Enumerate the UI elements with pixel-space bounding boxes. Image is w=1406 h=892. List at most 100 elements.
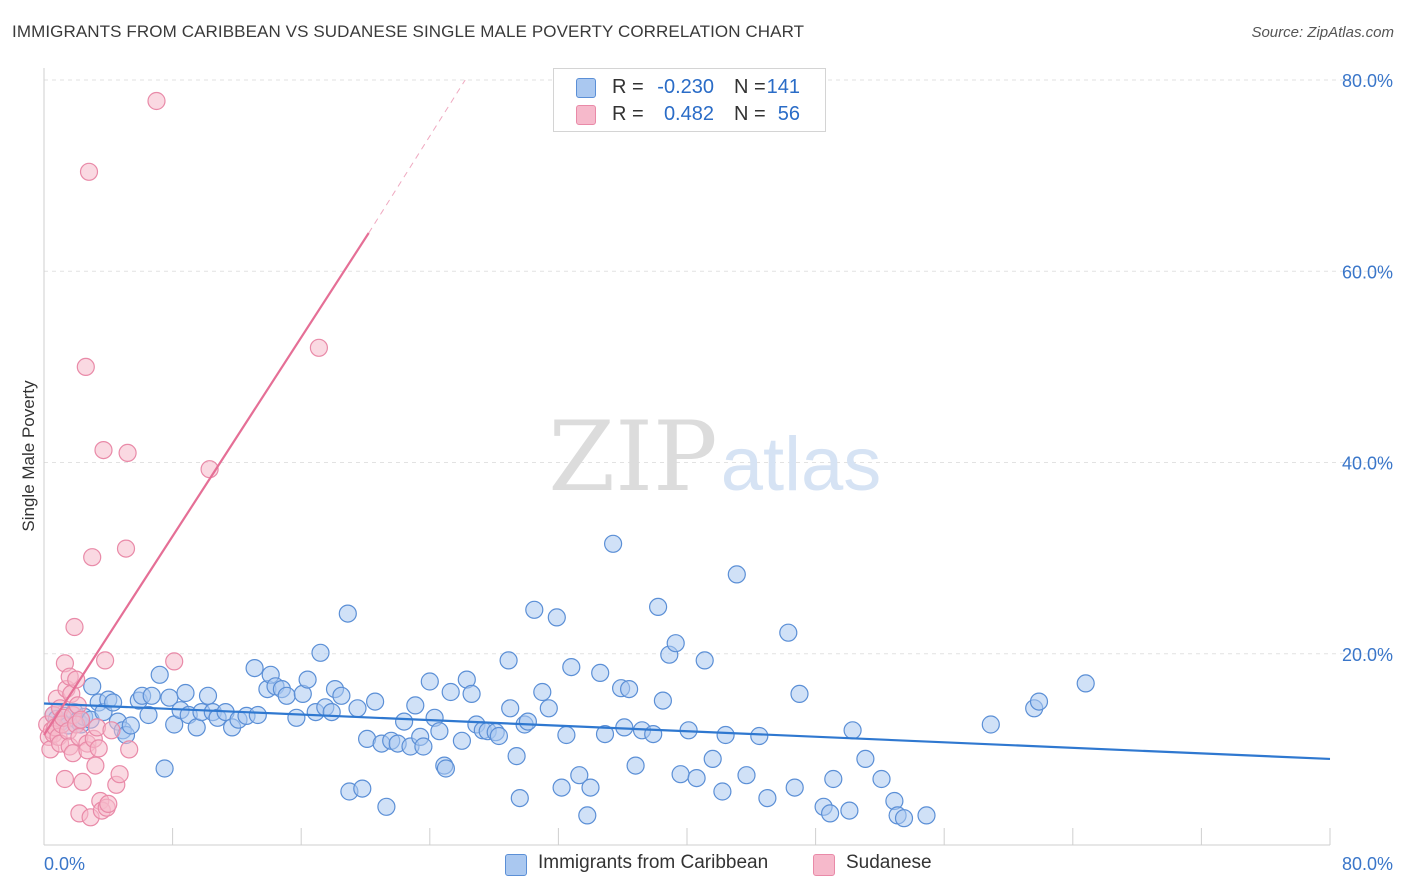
y-tick-label: 20.0% bbox=[1342, 645, 1393, 665]
point-sudanese bbox=[67, 670, 86, 689]
point-caribbean bbox=[790, 684, 809, 704]
point-caribbean bbox=[150, 665, 169, 684]
point-sudanese bbox=[94, 441, 113, 460]
watermark-zip: ZIP bbox=[548, 401, 717, 513]
point-caribbean bbox=[1029, 692, 1049, 711]
n-value: 141 bbox=[766, 76, 800, 98]
point-caribbean bbox=[245, 658, 264, 678]
point-caribbean bbox=[452, 731, 471, 750]
n-label: N = bbox=[734, 103, 766, 125]
point-caribbean bbox=[420, 672, 439, 691]
point-caribbean bbox=[703, 749, 722, 769]
point-caribbean bbox=[737, 766, 756, 785]
point-sudanese bbox=[102, 721, 121, 740]
point-caribbean bbox=[499, 651, 518, 670]
r-label: R = bbox=[612, 103, 644, 125]
point-caribbean bbox=[750, 726, 769, 746]
point-caribbean bbox=[758, 788, 777, 808]
point-caribbean bbox=[198, 686, 218, 705]
point-caribbean bbox=[570, 766, 589, 785]
point-sudanese bbox=[118, 443, 137, 462]
point-caribbean bbox=[377, 797, 396, 816]
point-sudanese bbox=[309, 338, 328, 357]
point-caribbean bbox=[501, 699, 520, 718]
point-caribbean bbox=[820, 804, 840, 823]
point-caribbean bbox=[779, 623, 798, 642]
point-caribbean bbox=[619, 679, 639, 699]
source-credit: Source: ZipAtlas.com bbox=[1251, 24, 1394, 41]
point-sudanese bbox=[89, 739, 108, 758]
legend-swatch-pink bbox=[813, 854, 835, 876]
point-caribbean bbox=[338, 604, 357, 623]
stats-legend: R = -0.230 N = 141 R = 0.482 N = 56 bbox=[553, 68, 826, 132]
point-caribbean bbox=[525, 600, 544, 619]
point-caribbean bbox=[716, 725, 735, 745]
point-sudanese bbox=[99, 794, 118, 814]
point-sudanese bbox=[79, 162, 99, 181]
point-sudanese bbox=[116, 539, 136, 558]
x-tick-label: 80.0% bbox=[1342, 854, 1393, 874]
point-caribbean bbox=[603, 534, 623, 553]
point-caribbean bbox=[872, 769, 891, 789]
point-caribbean bbox=[713, 782, 732, 801]
point-caribbean bbox=[1076, 674, 1095, 693]
point-caribbean bbox=[395, 712, 414, 731]
stats-row-caribbean: R = -0.230 N = 141 bbox=[554, 73, 825, 101]
point-caribbean bbox=[353, 779, 372, 798]
point-caribbean bbox=[840, 801, 859, 820]
legend-label: Immigrants from Caribbean bbox=[538, 852, 769, 873]
legend-label: Sudanese bbox=[846, 852, 932, 873]
point-sudanese bbox=[76, 357, 95, 376]
point-caribbean bbox=[981, 715, 1000, 734]
point-caribbean bbox=[332, 686, 351, 705]
point-caribbean bbox=[552, 778, 571, 797]
y-tick-label: 40.0% bbox=[1342, 454, 1393, 474]
point-caribbean bbox=[644, 724, 663, 744]
point-sudanese bbox=[86, 756, 105, 775]
n-label: N = bbox=[734, 76, 766, 98]
point-caribbean bbox=[562, 657, 581, 677]
point-caribbean bbox=[430, 722, 449, 741]
legend-swatch-blue bbox=[576, 78, 596, 98]
point-caribbean bbox=[581, 778, 600, 797]
point-caribbean bbox=[671, 765, 690, 784]
r-label: R = bbox=[612, 76, 644, 98]
point-caribbean bbox=[687, 768, 706, 788]
chart-title: IMMIGRANTS FROM CARIBBEAN VS SUDANESE SI… bbox=[12, 22, 805, 41]
trend-line-caribbean bbox=[43, 702, 1331, 761]
n-value: 56 bbox=[777, 103, 800, 125]
point-sudanese bbox=[71, 710, 91, 729]
point-caribbean bbox=[311, 643, 330, 662]
point-caribbean bbox=[547, 608, 566, 627]
stats-row-sudanese: R = 0.482 N = 56 bbox=[554, 100, 825, 128]
trend-line-sudanese bbox=[43, 232, 370, 736]
watermark-atlas: atlas bbox=[721, 422, 882, 507]
point-caribbean bbox=[648, 597, 668, 617]
point-caribbean bbox=[856, 749, 875, 769]
point-caribbean bbox=[176, 683, 195, 703]
point-caribbean bbox=[824, 769, 843, 789]
point-caribbean bbox=[441, 682, 460, 702]
point-sudanese bbox=[55, 769, 75, 789]
point-caribbean bbox=[277, 686, 296, 705]
point-sudanese bbox=[83, 548, 102, 567]
point-sudanese bbox=[165, 652, 184, 671]
point-caribbean bbox=[155, 759, 174, 778]
legend-swatch-pink bbox=[576, 105, 596, 125]
y-tick-label: 60.0% bbox=[1342, 262, 1393, 282]
point-caribbean bbox=[366, 692, 385, 711]
trend-line-extension bbox=[368, 79, 466, 234]
point-caribbean bbox=[187, 718, 206, 737]
point-sudanese bbox=[120, 740, 139, 759]
point-caribbean bbox=[139, 705, 158, 725]
point-sudanese bbox=[110, 765, 129, 784]
point-caribbean bbox=[414, 737, 433, 756]
point-caribbean bbox=[785, 778, 804, 797]
point-caribbean bbox=[533, 682, 552, 702]
tick-labels: 20.0% 40.0% 60.0% 80.0% 0.0% 80.0% bbox=[44, 71, 1393, 874]
point-caribbean bbox=[539, 699, 558, 718]
point-caribbean bbox=[653, 691, 673, 710]
point-caribbean bbox=[917, 806, 936, 825]
point-caribbean bbox=[348, 699, 367, 718]
